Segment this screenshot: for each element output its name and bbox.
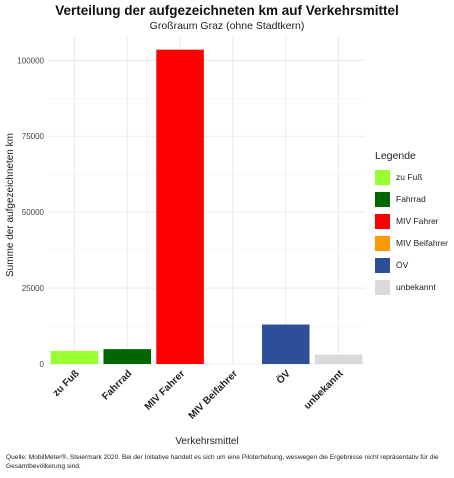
legend-swatch	[375, 235, 390, 251]
grid-lines	[48, 36, 365, 365]
x-tick-label: MIV Fahrer	[143, 368, 187, 412]
legend-swatch	[375, 191, 390, 207]
legend-label: MIV Fahrer	[396, 216, 439, 226]
legend-item: Fahrrad	[375, 188, 448, 210]
legend-swatch	[375, 257, 390, 273]
x-tick-label: zu Fuß	[51, 368, 82, 399]
bar-5	[261, 324, 310, 364]
x-tick-label: unbekannt	[302, 368, 346, 412]
y-tick-label: 100000	[17, 56, 44, 65]
x-axis-label: Verkehrsmittel	[175, 436, 238, 447]
y-tick-label: 75000	[22, 132, 45, 141]
bars	[50, 49, 363, 365]
legend-item: ÖV	[375, 254, 448, 276]
legend-label: MIV Beifahrer	[396, 238, 448, 248]
bar-6	[314, 354, 363, 364]
y-axis-label: Summe der aufgezeichneten km	[5, 133, 16, 277]
legend-label: ÖV	[396, 260, 409, 270]
legend-swatch	[375, 213, 390, 229]
legend-item: MIV Beifahrer	[375, 232, 448, 254]
legend-swatch	[375, 279, 390, 295]
legend-label: zu Fuß	[396, 172, 423, 182]
legend-swatch	[375, 169, 390, 185]
chart-title: Verteilung der aufgezeichneten km auf Ve…	[55, 3, 399, 18]
legend-title: Legende	[375, 150, 416, 162]
y-tick-label: 25000	[22, 284, 45, 293]
x-tick-label: Fahrrad	[100, 368, 134, 402]
y-tick-label: 0	[40, 360, 45, 369]
x-axis-ticks: zu Fuß Fahrrad MIV Fahrer MIV Beifahrer ÖV un…	[51, 367, 346, 422]
x-tick-label: ÖV	[273, 367, 293, 387]
bar-3	[156, 49, 204, 365]
bar-1	[50, 350, 99, 364]
y-axis-ticks: 0 25000 50000 75000 100000	[17, 56, 44, 369]
legend-label: Fahrrad	[396, 194, 426, 204]
chart-subtitle: Großraum Graz (ohne Stadtkern)	[149, 20, 305, 32]
source-caption: Quelle: MobilMeter®, Steiermark 2020. Be…	[6, 454, 439, 470]
legend-item: unbekannt	[375, 276, 448, 298]
legend: Legende zu Fuß Fahrrad MIV Fahrer MIV Beifa…	[375, 150, 448, 298]
legend-item: MIV Fahrer	[375, 210, 448, 232]
bar-2	[103, 349, 152, 364]
x-tick-label: MIV Beifahrer	[187, 368, 240, 421]
y-tick-label: 50000	[22, 208, 45, 217]
legend-label: unbekannt	[396, 282, 436, 292]
legend-item: zu Fuß	[375, 166, 448, 188]
